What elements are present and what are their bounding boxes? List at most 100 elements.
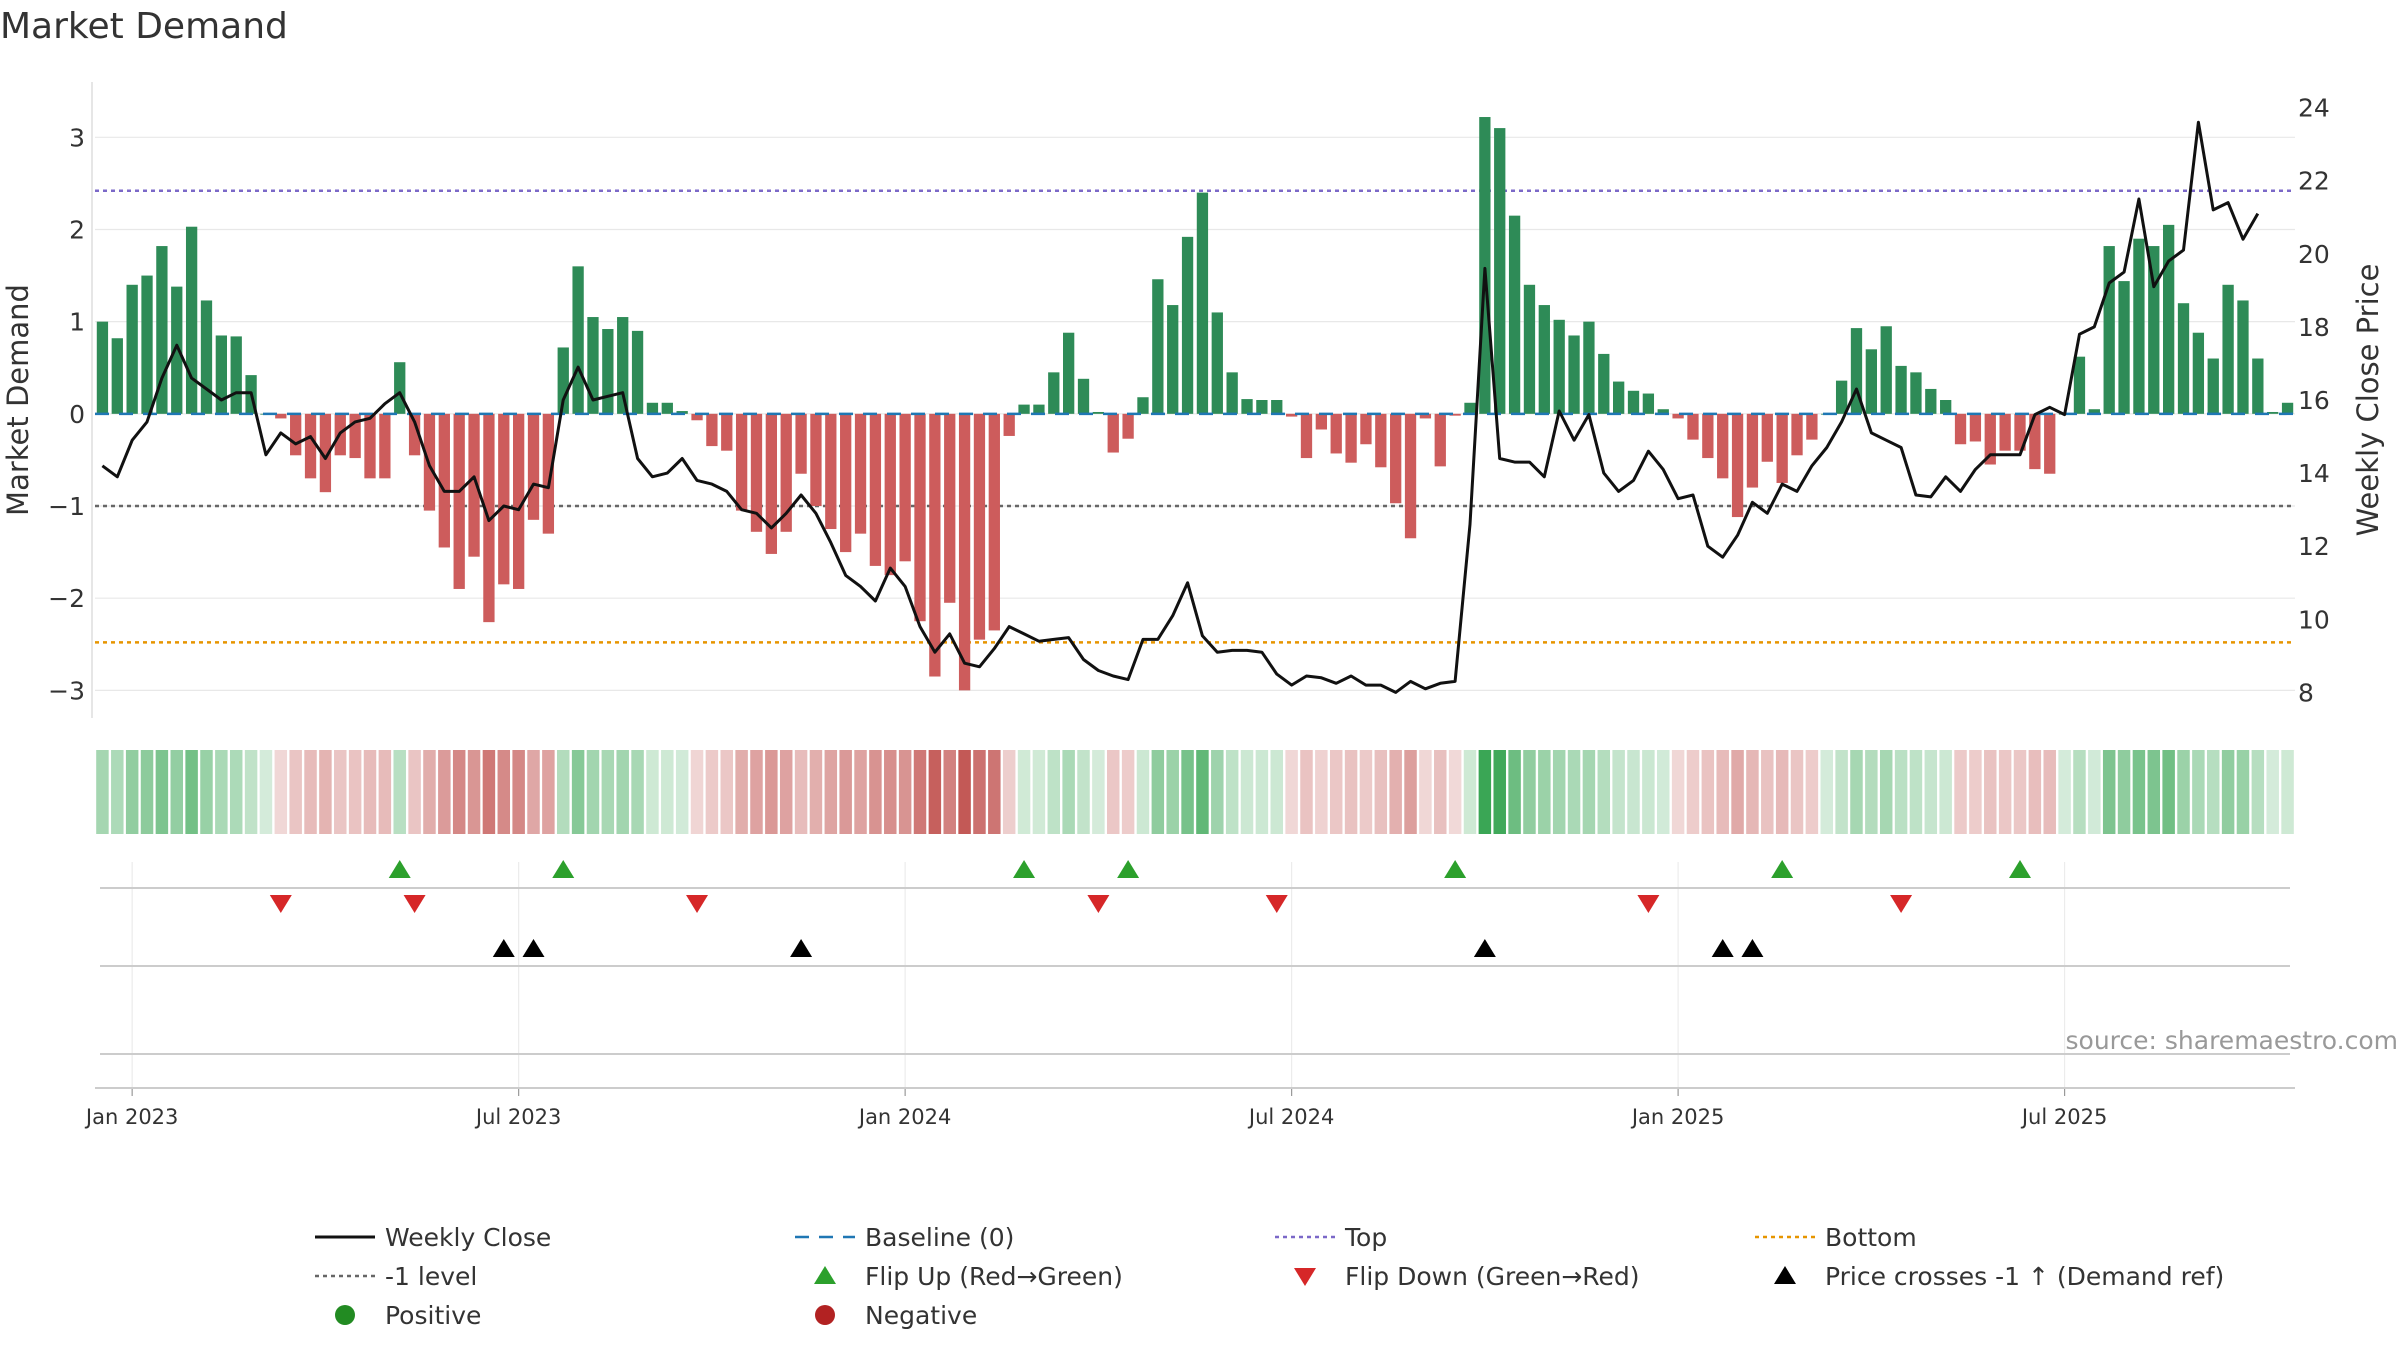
demand-bar [111, 338, 123, 414]
reference-lines [95, 189, 2295, 644]
price-cross-marker [1711, 939, 1734, 957]
demand-bar [1404, 413, 1417, 539]
demand-bar [869, 413, 882, 566]
heat-strip-cell [839, 750, 852, 834]
heat-strip-cell [289, 750, 302, 834]
heat-strip-cell [735, 750, 748, 834]
demand-bar [1523, 284, 1536, 414]
heat-strip-cell [616, 750, 629, 834]
heat-strip-cell [1344, 750, 1358, 834]
demand-bar [171, 286, 183, 414]
heat-strip-cell [363, 750, 377, 834]
heat-strip-cell [155, 750, 169, 834]
heat-strip-cell [1136, 750, 1150, 834]
price-cross-marker [1741, 939, 1764, 957]
y2-tick-label: 12 [2298, 532, 2330, 561]
heat-strip-cell [482, 750, 496, 834]
heat-strip-cell [646, 750, 659, 834]
demand-bar [2014, 413, 2026, 451]
legend-label: Positive [385, 1301, 481, 1330]
y-tick-label: 2 [69, 215, 85, 244]
demand-bar [1538, 305, 1550, 414]
demand-bar [513, 413, 525, 589]
heat-strip-cell [542, 750, 555, 834]
heat-strip-cell [1775, 750, 1789, 834]
demand-bar [1642, 393, 1655, 414]
y2-tick-label: 18 [2298, 313, 2330, 342]
demand-bar [2133, 238, 2145, 414]
legend: Weekly Close Baseline (0) Top Bottom -1 leve… [315, 1223, 2224, 1330]
demand-bar [973, 413, 986, 640]
demand-bar [944, 413, 956, 603]
heat-strip-cell [1508, 750, 1521, 834]
source-text: source: sharemaestro.com [2066, 1026, 2399, 1055]
heat-strip-cell [1820, 750, 1833, 834]
heat-strip-cell [1315, 750, 1328, 834]
legend-item: Baseline (0) [795, 1223, 1014, 1252]
heat-strip-cell [898, 750, 912, 834]
legend-label: Negative [865, 1301, 977, 1330]
heat-strip-cell [601, 750, 615, 834]
demand-bar [1613, 381, 1625, 414]
heat-strip-cell [512, 750, 525, 834]
heat-strip-cell [794, 750, 808, 834]
demand-bar [2118, 281, 2130, 414]
heat-strip-cell [274, 750, 288, 834]
heat-strip-cell [438, 750, 451, 834]
event-markers [100, 860, 2290, 1055]
demand-bar [1746, 413, 1759, 488]
heat-strip-cell [1627, 750, 1640, 834]
demand-bar [2252, 358, 2264, 414]
heat-strip-cell [1597, 750, 1611, 834]
chart-title: Market Demand [0, 6, 288, 47]
heat-strip-cell [497, 750, 511, 834]
demand-bar [185, 226, 198, 414]
demand-bar [2281, 402, 2294, 414]
heat-strip-cell [1671, 750, 1685, 834]
demand-bar [1508, 215, 1521, 414]
heat-strip-cell [557, 750, 570, 834]
demand-bar [1375, 413, 1387, 468]
demand-bar [735, 413, 748, 511]
heat-strip-cell [854, 750, 867, 834]
heat-strip-cell [2043, 750, 2056, 834]
demand-bar [215, 335, 227, 414]
heat-strip-cell [943, 750, 956, 834]
heat-strip-cell [125, 750, 139, 834]
demand-bar [1390, 413, 1402, 504]
demand-bar [126, 284, 138, 414]
heat-strip [96, 750, 2294, 834]
heat-strip-cell [1478, 750, 1492, 834]
heat-strip-cell [1270, 750, 1283, 834]
demand-bar [542, 413, 555, 534]
heat-strip-cell [1151, 750, 1165, 834]
demand-bar [1999, 413, 2011, 451]
demand-bar [1345, 413, 1357, 463]
heat-strip-cell [1894, 750, 1908, 834]
demand-bar [795, 413, 807, 474]
demand-bar [646, 402, 659, 414]
heat-strip-cell [1701, 750, 1715, 834]
y2-tick-label: 10 [2298, 605, 2330, 634]
heat-strip-cell [527, 750, 540, 834]
heat-strip-cell [304, 750, 317, 834]
heat-strip-cell [1716, 750, 1729, 834]
flip-up-marker [1444, 860, 1467, 878]
heat-strip-cell [690, 750, 704, 834]
heat-strip-cell [1225, 750, 1239, 834]
demand-bar [1850, 328, 1863, 414]
heat-strip-cell [1582, 750, 1596, 834]
demand-bar [1033, 404, 1045, 414]
demand-bar [453, 413, 465, 589]
heat-strip-cell [1879, 750, 1893, 834]
flip-down-marker [1637, 895, 1660, 913]
heat-strip-cell [244, 750, 258, 834]
heat-strip-cell [661, 750, 674, 834]
demand-bar [1360, 413, 1372, 445]
heat-strip-cell [1047, 750, 1061, 834]
heat-strip-cell [2192, 750, 2205, 834]
y2-tick-label: 14 [2298, 459, 2330, 488]
legend-label: Flip Down (Green→Red) [1345, 1262, 1640, 1291]
x-tick-label: Jan 2023 [84, 1105, 179, 1129]
